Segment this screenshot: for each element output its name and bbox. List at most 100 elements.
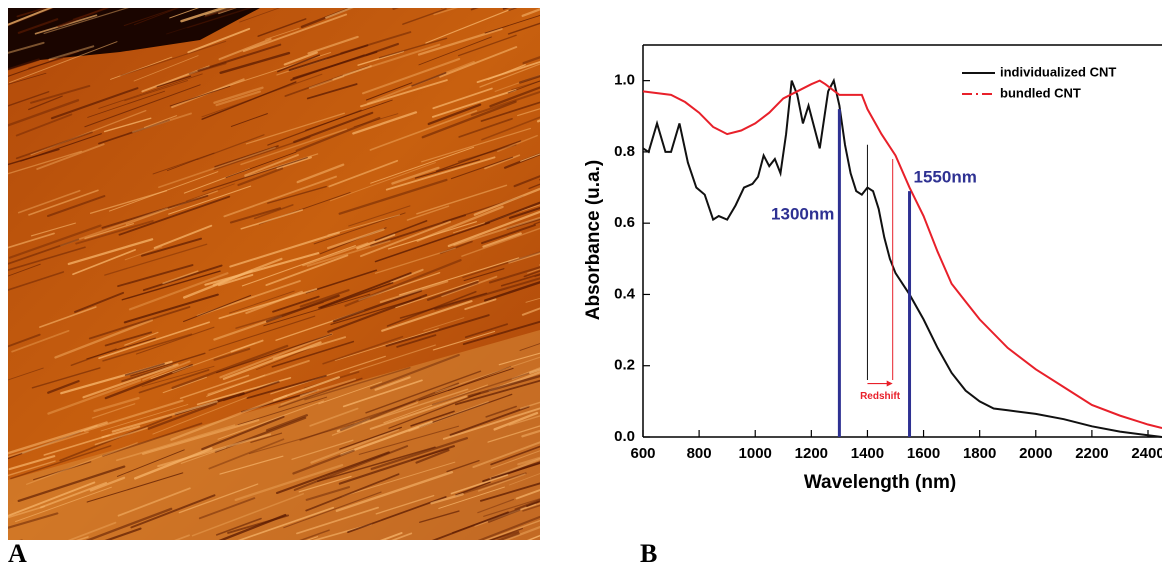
afm-streak bbox=[515, 488, 540, 500]
afm-streak bbox=[17, 18, 59, 34]
afm-streak bbox=[85, 507, 173, 540]
afm-streak bbox=[352, 111, 418, 135]
afm-streak bbox=[124, 246, 163, 261]
afm-streak bbox=[470, 90, 540, 116]
afm-streak bbox=[219, 333, 333, 379]
afm-streak bbox=[133, 8, 180, 26]
afm-streak bbox=[497, 134, 538, 152]
afm-streak bbox=[518, 74, 540, 84]
afm-streak bbox=[67, 521, 117, 540]
afm-streak bbox=[75, 220, 154, 245]
afm-streak bbox=[432, 87, 493, 110]
x-tick-label: 800 bbox=[687, 445, 712, 462]
afm-streak bbox=[144, 115, 178, 128]
afm-streak bbox=[513, 175, 540, 188]
y-tick-label: 1.0 bbox=[614, 72, 635, 89]
afm-image bbox=[8, 0, 646, 540]
afm-streak bbox=[507, 22, 540, 35]
afm-streak bbox=[299, 289, 350, 308]
afm-streak bbox=[8, 263, 41, 277]
afm-streak bbox=[43, 434, 110, 456]
afm-streak bbox=[130, 494, 216, 529]
afm-streak bbox=[47, 380, 80, 394]
afm-streak bbox=[370, 353, 460, 390]
afm-streak bbox=[130, 352, 206, 377]
afm-streak bbox=[87, 90, 166, 118]
afm-streak bbox=[489, 527, 524, 540]
afm-streak bbox=[218, 288, 318, 320]
afm-streak bbox=[328, 159, 399, 188]
afm-streak bbox=[201, 415, 285, 451]
afm-streak bbox=[291, 439, 354, 460]
afm-streak bbox=[57, 8, 110, 28]
afm-streak bbox=[484, 14, 540, 34]
afm-streak bbox=[8, 8, 54, 26]
afm-streak bbox=[230, 113, 268, 127]
afm-streak bbox=[121, 270, 221, 301]
afm-streak bbox=[283, 491, 382, 529]
afm-streak bbox=[487, 425, 540, 443]
y-tick-label: 0.4 bbox=[614, 285, 636, 302]
afm-streak bbox=[534, 274, 540, 277]
afm-streak bbox=[191, 493, 304, 537]
afm-streak bbox=[218, 38, 272, 61]
afm-streak bbox=[342, 379, 423, 408]
afm-streak bbox=[330, 297, 422, 326]
afm-streak bbox=[543, 0, 646, 18]
x-tick-label: 2000 bbox=[1019, 445, 1052, 462]
afm-streak bbox=[462, 320, 540, 346]
afm-streak bbox=[502, 8, 510, 10]
afm-streak bbox=[522, 56, 540, 65]
afm-streak bbox=[180, 447, 227, 464]
afm-streak bbox=[245, 112, 345, 145]
afm-streak bbox=[8, 421, 108, 455]
afm-streak bbox=[180, 8, 227, 23]
afm-streak bbox=[30, 222, 76, 237]
x-tick-label: 1000 bbox=[739, 445, 772, 462]
afm-streak bbox=[347, 496, 447, 534]
afm-streak bbox=[133, 55, 199, 82]
afm-streak bbox=[340, 420, 433, 456]
afm-streak bbox=[467, 374, 540, 398]
afm-streak bbox=[362, 57, 461, 95]
afm-streak bbox=[31, 367, 101, 389]
afm-streak bbox=[15, 486, 112, 523]
afm-streak bbox=[280, 389, 319, 406]
series-line bbox=[642, 79, 1162, 430]
afm-streak bbox=[288, 44, 369, 72]
afm-streak bbox=[8, 271, 65, 291]
afm-streak bbox=[225, 151, 297, 179]
afm-streak bbox=[477, 498, 515, 514]
afm-streak bbox=[421, 127, 532, 163]
afm-streak bbox=[239, 8, 281, 23]
afm-streak bbox=[481, 116, 540, 141]
afm-streak bbox=[124, 362, 165, 376]
afm-streak bbox=[477, 515, 540, 540]
afm-streak bbox=[128, 272, 229, 311]
afm-streak bbox=[84, 223, 134, 240]
afm-streak bbox=[332, 289, 423, 323]
afm-streak bbox=[141, 365, 215, 387]
afm-streak bbox=[392, 8, 399, 10]
afm-streak bbox=[378, 37, 448, 59]
afm-streak bbox=[117, 264, 194, 288]
afm-streak bbox=[142, 360, 191, 381]
afm-streak bbox=[104, 243, 208, 276]
afm-streak bbox=[427, 103, 482, 126]
afm-streak bbox=[310, 428, 399, 464]
afm-streak bbox=[527, 268, 540, 274]
x-tick-label: 1800 bbox=[963, 445, 996, 462]
x-tick-label: 1600 bbox=[907, 445, 940, 462]
afm-streak bbox=[170, 394, 288, 441]
afm-streak bbox=[187, 8, 253, 29]
afm-streak bbox=[441, 275, 498, 298]
afm-streak bbox=[278, 377, 363, 409]
afm-streak bbox=[536, 119, 540, 123]
afm-streak bbox=[487, 508, 521, 523]
afm-streak bbox=[263, 293, 371, 327]
afm-streak bbox=[396, 334, 437, 348]
afm-streak bbox=[447, 210, 540, 248]
afm-streak bbox=[257, 18, 307, 37]
afm-streak bbox=[523, 270, 540, 278]
